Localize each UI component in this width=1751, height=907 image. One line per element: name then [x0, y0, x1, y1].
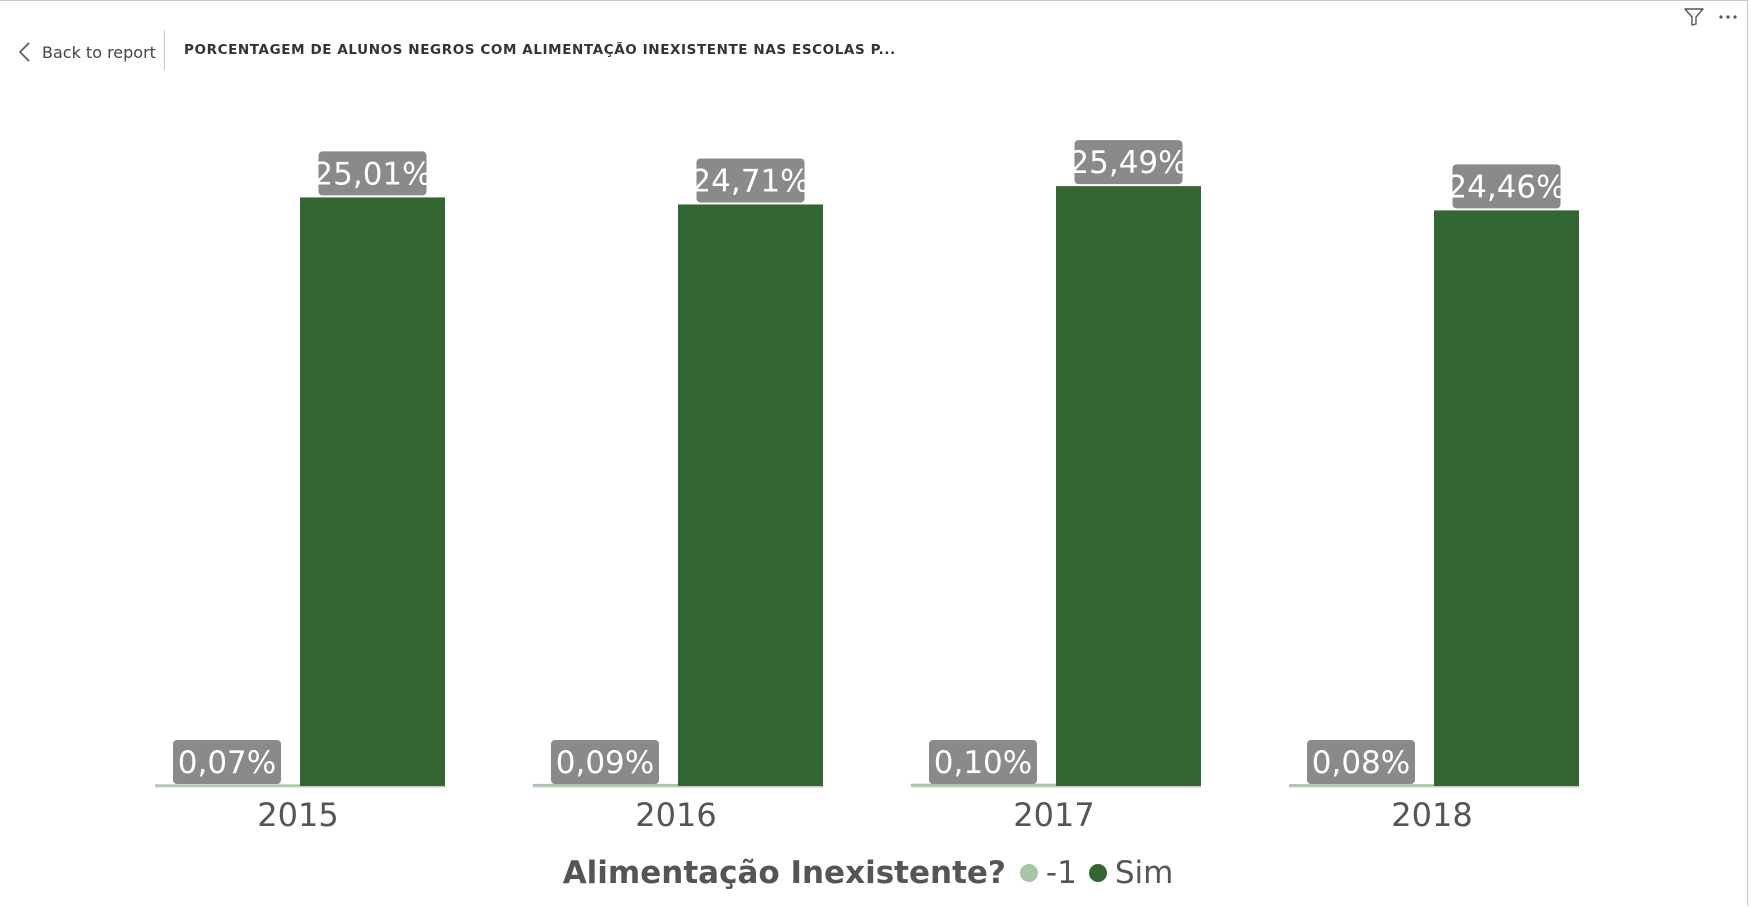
bar-minus-one-2018[interactable] — [1289, 784, 1434, 786]
data-label-background — [551, 740, 659, 784]
data-label-sim-2016: 24,71% — [691, 158, 810, 203]
data-label-background — [1452, 164, 1561, 209]
legend-item-minus-one[interactable]: -1 — [1019, 855, 1077, 891]
data-label-minus-one-2015: 0,07% — [173, 740, 281, 784]
header-divider — [164, 30, 165, 70]
chevron-left-icon — [19, 42, 30, 62]
data-label-text: 0,07% — [178, 745, 276, 781]
focus-mode-header: Back to report PORCENTAGEM DE ALUNOS NEG… — [0, 0, 1748, 100]
data-label-background — [1074, 140, 1183, 185]
data-label-text: 25,01% — [313, 156, 431, 192]
bar-sim-2015[interactable] — [300, 197, 445, 787]
data-label-minus-one-2017: 0,10% — [929, 740, 1037, 784]
legend-label-sim: Sim — [1114, 855, 1174, 891]
bar-minus-one-2017[interactable] — [911, 783, 1056, 786]
data-label-background — [318, 151, 427, 196]
bar-sim-2016[interactable] — [678, 204, 823, 786]
x-tick-label-2018: 2018 — [1391, 796, 1472, 834]
legend-label-minus-one: -1 — [1045, 855, 1077, 891]
data-label-minus-one-2016: 0,09% — [551, 740, 659, 784]
x-tick-label-2016: 2016 — [635, 796, 716, 834]
data-label-text: 0,10% — [934, 745, 1032, 781]
bar-sim-2017[interactable] — [1056, 186, 1201, 786]
data-label-background — [173, 740, 281, 784]
more-options-icon[interactable] — [1718, 8, 1738, 30]
data-label-background — [696, 158, 805, 203]
legend-item-sim[interactable]: Sim — [1088, 855, 1174, 891]
x-tick-label-2017: 2017 — [1013, 796, 1094, 834]
data-label-text: 24,46% — [1447, 169, 1565, 205]
data-label-text: 0,09% — [556, 745, 654, 781]
data-label-sim-2015: 25,01% — [313, 151, 432, 196]
visual-title: PORCENTAGEM DE ALUNOS NEGROS COM ALIMENT… — [184, 42, 896, 58]
data-label-text: 24,71% — [691, 163, 809, 199]
back-to-report-label: Back to report — [42, 42, 156, 62]
data-label-text: 0,08% — [1312, 745, 1410, 781]
data-label-text: 25,49% — [1069, 145, 1187, 181]
data-label-background — [929, 740, 1037, 784]
legend-dot-sim — [1088, 864, 1107, 882]
data-label-background — [1307, 740, 1415, 784]
legend: Alimentação Inexistente? -1 Sim — [0, 848, 1748, 898]
legend-title: Alimentação Inexistente? — [562, 855, 1006, 891]
data-label-sim-2017: 25,49% — [1069, 140, 1188, 185]
bar-sim-2018[interactable] — [1434, 210, 1579, 787]
data-label-sim-2018: 24,46% — [1447, 164, 1566, 209]
back-to-report-button[interactable]: Back to report — [19, 38, 156, 66]
bar-minus-one-2016[interactable] — [533, 783, 678, 786]
data-label-minus-one-2018: 0,08% — [1307, 740, 1415, 784]
bar-minus-one-2015[interactable] — [155, 784, 300, 786]
legend-dot-minus-one — [1019, 864, 1038, 882]
x-tick-label-2015: 2015 — [257, 796, 338, 834]
bar-chart: 0,07% 25,01% 2015 0,09% 24,71% 2016 0,10% 25,49… — [155, 140, 1579, 834]
filter-icon[interactable] — [1684, 8, 1704, 30]
